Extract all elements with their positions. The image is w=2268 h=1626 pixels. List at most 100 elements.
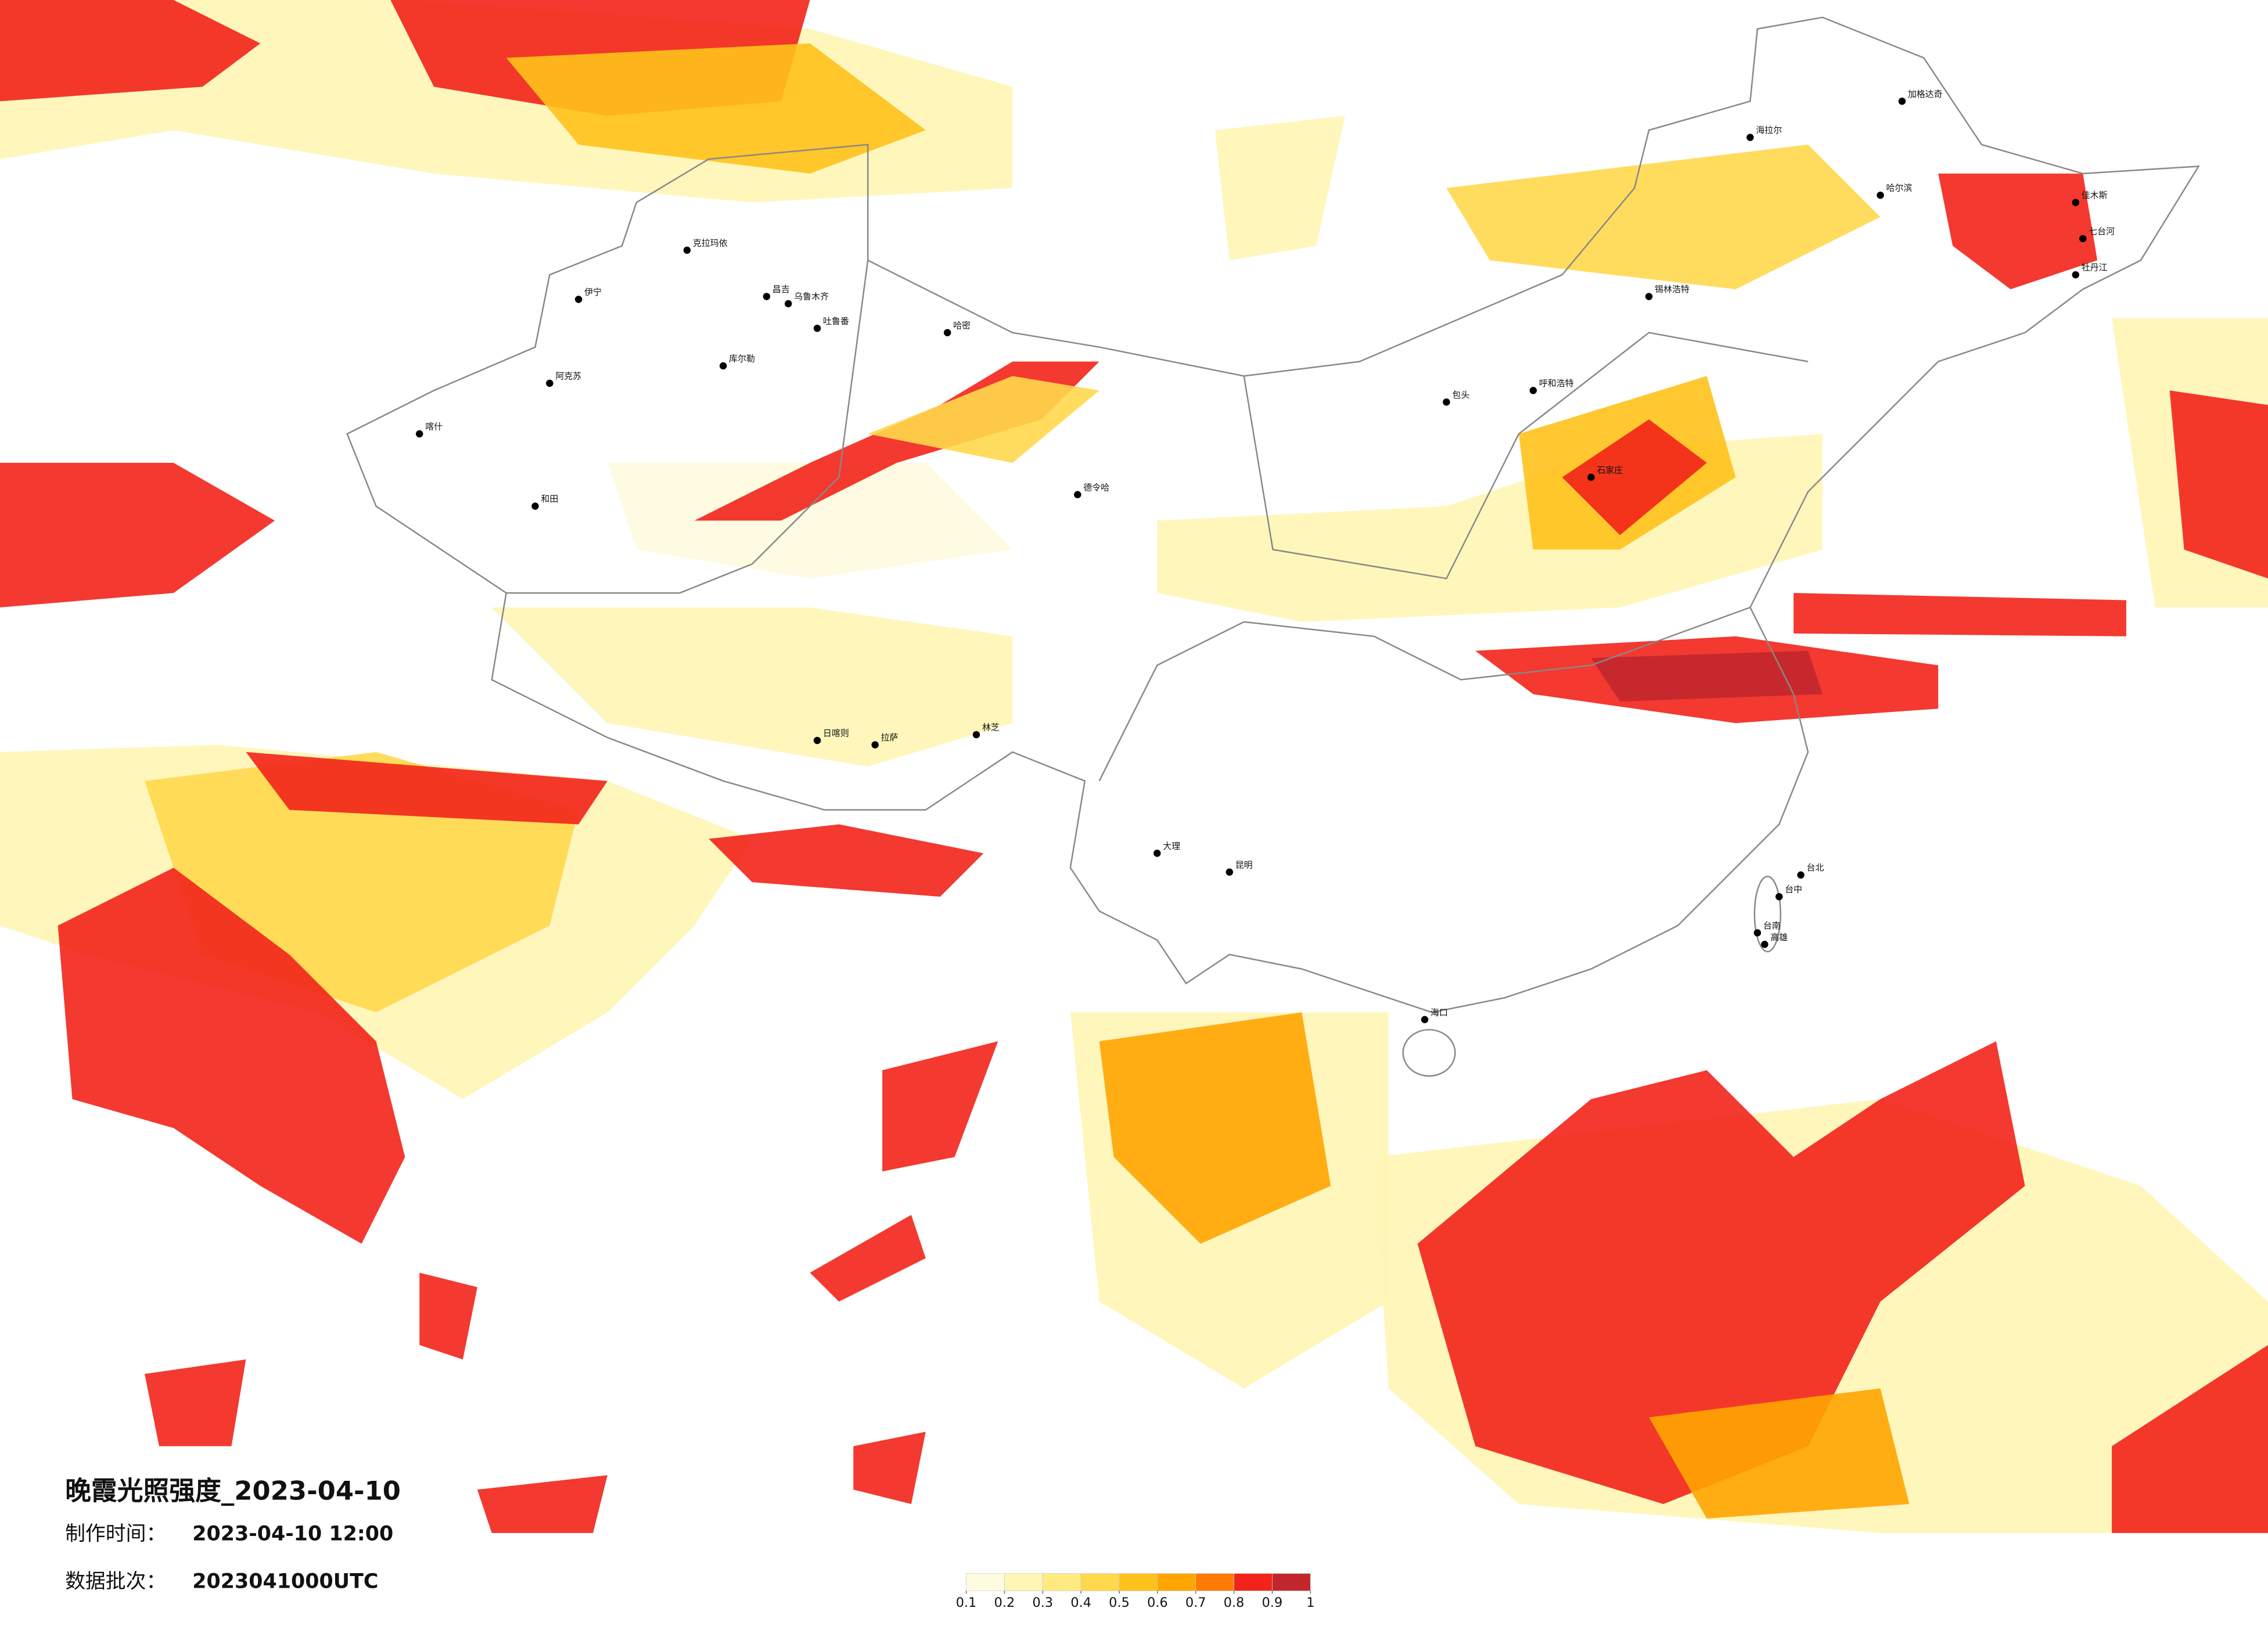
legend-swatch	[1042, 1573, 1081, 1591]
legend-tick-label: 0.8	[1224, 1595, 1245, 1610]
city-dot	[1753, 929, 1762, 937]
intensity-area	[2169, 390, 2268, 579]
city-dot	[1443, 398, 1450, 406]
intensity-area	[1793, 593, 2126, 636]
city-dot	[546, 379, 553, 387]
intensity-area	[246, 752, 608, 825]
legend-tick-label: 0.4	[1070, 1595, 1091, 1610]
city-dot	[1898, 98, 1906, 105]
city-label: 海拉尔	[1756, 125, 1782, 135]
legend-swatch	[1157, 1573, 1196, 1591]
city-dot	[813, 736, 821, 744]
intensity-area	[868, 376, 1099, 463]
legend-tick-label: 0.7	[1185, 1595, 1206, 1610]
city-label: 德令哈	[1083, 482, 1109, 492]
city-dot	[2072, 271, 2079, 279]
city-dot	[813, 325, 821, 332]
legend-swatch	[1195, 1573, 1234, 1591]
island-outline	[1402, 1028, 1456, 1077]
city-label: 台南	[1763, 920, 1781, 931]
city-label: 拉萨	[881, 732, 898, 743]
city-label: 喀什	[425, 422, 443, 432]
intensity-area	[491, 607, 1013, 767]
batch-label: 数据批次：	[65, 1570, 166, 1593]
city-dot	[785, 300, 792, 308]
city-label: 海口	[1430, 1007, 1448, 1017]
city-dot	[1587, 473, 1595, 481]
city-label: 台北	[1807, 862, 1824, 873]
intensity-area	[1099, 1012, 1331, 1244]
city-label: 昆明	[1235, 859, 1253, 870]
city-dot	[574, 296, 583, 303]
intensity-area	[0, 0, 261, 102]
city-label: 乌鲁木齐	[794, 292, 829, 302]
map-title: 晚霞光照强度_2023-04-10	[65, 1476, 401, 1506]
city-label: 伊宁	[584, 287, 602, 297]
city-label: 佳木斯	[2082, 190, 2108, 200]
intensity-area	[1591, 650, 1823, 702]
intensity-area	[57, 868, 405, 1244]
intensity-area	[1446, 145, 1881, 290]
city-dot	[1761, 941, 1769, 948]
city-label: 哈尔滨	[1886, 183, 1913, 193]
city-label: 林芝	[982, 722, 1000, 733]
city-dot	[2079, 235, 2087, 243]
city-label: 克拉玛依	[693, 238, 728, 248]
legend-swatch	[1272, 1573, 1311, 1591]
city-dot	[1074, 491, 1081, 498]
city-label: 大理	[1163, 841, 1180, 851]
intensity-area	[810, 1214, 926, 1302]
city-dot	[1775, 893, 1783, 901]
legend-swatch	[1004, 1573, 1043, 1591]
intensity-area	[145, 1359, 246, 1447]
city-label: 牡丹江	[2082, 262, 2108, 273]
city-label: 锡林浩特	[1655, 284, 1690, 294]
city-dot	[415, 430, 423, 438]
legend-tick-label: 0.3	[1033, 1595, 1054, 1610]
city-label: 包头	[1452, 390, 1469, 400]
intensity-area	[419, 1272, 477, 1360]
legend: 0.1 0.2 0.3 0.4 0.5 0.6 0.7 0.8 0.9 1	[956, 1573, 1314, 1610]
intensity-area	[709, 824, 984, 897]
intensity-layer	[0, 0, 2268, 1533]
city-label: 吐鲁番	[823, 316, 849, 326]
made-time: 2023-04-10 12:00	[192, 1522, 393, 1545]
legend-swatch	[966, 1573, 1005, 1591]
legend-swatch	[1234, 1573, 1273, 1591]
province-line	[1098, 606, 1751, 782]
city-label: 和田	[541, 494, 558, 504]
city-dot	[1645, 293, 1653, 300]
intensity-area	[0, 462, 275, 607]
city-label: 七台河	[2089, 226, 2115, 236]
city-label: 阿克苏	[555, 370, 581, 381]
intensity-area	[506, 43, 926, 174]
legend-tick-label: 0.9	[1262, 1595, 1283, 1610]
city-label: 哈密	[953, 320, 971, 330]
city-dot	[1529, 387, 1537, 394]
made-label: 制作时间：	[65, 1522, 166, 1545]
city-label: 库尔勒	[729, 354, 755, 364]
city-dot	[1421, 1016, 1429, 1023]
province-line	[1243, 332, 1809, 580]
city-dot	[1797, 871, 1805, 879]
batch-value: 2023041000UTC	[192, 1570, 378, 1593]
city-dot	[1877, 191, 1884, 199]
intensity-area	[1649, 1388, 1910, 1519]
city-dot	[683, 246, 691, 254]
legend-tick-label: 0.5	[1109, 1595, 1130, 1610]
intensity-area	[1562, 419, 1707, 535]
city-label: 石家庄	[1597, 465, 1623, 475]
city-dot	[531, 502, 539, 510]
city-label: 昌吉	[772, 284, 790, 294]
city-dot	[719, 362, 727, 370]
legend-tick-label: 0.1	[956, 1595, 977, 1610]
legend-swatch	[1119, 1573, 1158, 1591]
intensity-area	[607, 462, 1013, 579]
city-dot	[763, 293, 771, 300]
city-label: 呼和浩特	[1539, 378, 1574, 388]
intensity-area	[882, 1041, 998, 1172]
intensity-area	[1938, 173, 2098, 290]
city-dot	[2072, 199, 2079, 206]
city-dot	[972, 731, 980, 739]
